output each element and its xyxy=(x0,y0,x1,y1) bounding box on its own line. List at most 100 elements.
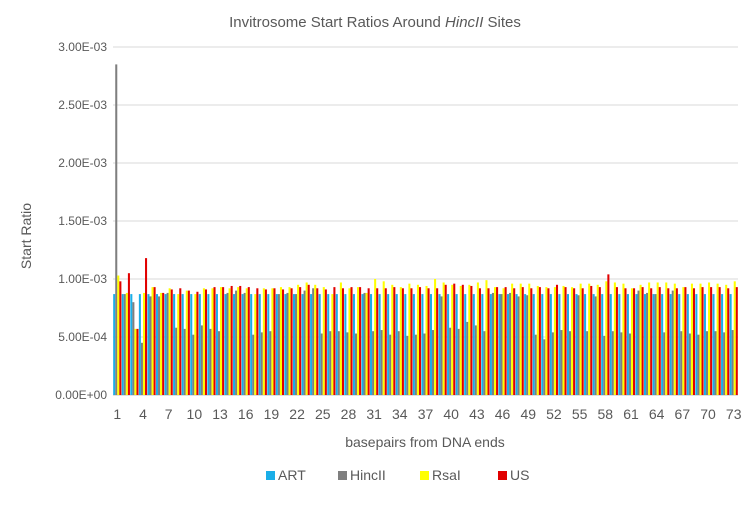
bar-rsai-28 xyxy=(348,288,351,395)
bar-us-9 xyxy=(187,290,190,395)
bar-hincii-25 xyxy=(320,333,323,395)
bar-hincii-61 xyxy=(628,333,631,395)
bar-art-58 xyxy=(601,294,604,395)
bar-us-41 xyxy=(461,284,464,395)
bar-hincii-4 xyxy=(140,342,143,395)
bar-hincii-21 xyxy=(286,292,289,395)
bar-hincii-34 xyxy=(397,331,400,395)
bar-art-38 xyxy=(429,294,432,395)
bar-hincii-72 xyxy=(723,332,726,395)
bar-rsai-44 xyxy=(485,280,488,395)
legend-item-art: ART xyxy=(266,467,306,483)
bar-hincii-64 xyxy=(654,294,657,395)
bar-hincii-40 xyxy=(449,327,452,395)
bar-rsai-21 xyxy=(288,287,291,395)
bar-rsai-57 xyxy=(596,284,599,395)
bar-art-37 xyxy=(421,294,424,395)
bar-hincii-49 xyxy=(526,295,529,395)
bar-rsai-53 xyxy=(562,285,565,395)
bar-rsai-9 xyxy=(185,290,188,395)
x-tick-label: 16 xyxy=(238,406,254,422)
bar-hincii-53 xyxy=(560,330,563,395)
legend-item-us: US xyxy=(498,467,529,483)
bar-us-1 xyxy=(119,281,122,395)
bar-us-66 xyxy=(675,288,678,395)
bar-art-64 xyxy=(652,294,655,395)
x-tick-label: 67 xyxy=(675,406,691,422)
legend-swatch xyxy=(266,471,275,480)
bar-rsai-56 xyxy=(588,283,591,395)
bar-us-29 xyxy=(359,287,362,395)
bar-rsai-1 xyxy=(117,275,120,395)
bar-hincii-59 xyxy=(611,331,614,395)
bar-us-67 xyxy=(684,287,687,395)
bar-hincii-9 xyxy=(183,328,186,395)
x-tick-label: 70 xyxy=(700,406,716,422)
bar-rsai-47 xyxy=(511,283,514,395)
bar-hincii-27 xyxy=(337,331,340,395)
bar-art-28 xyxy=(344,294,347,395)
bar-us-8 xyxy=(179,288,182,395)
bar-us-63 xyxy=(650,288,653,395)
x-axis-title: basepairs from DNA ends xyxy=(345,434,505,450)
bar-hincii-68 xyxy=(688,333,691,395)
bar-art-40 xyxy=(447,294,450,395)
bar-hincii-67 xyxy=(680,331,683,395)
x-tick-label: 31 xyxy=(366,406,382,422)
bar-art-72 xyxy=(721,294,724,395)
bar-rsai-51 xyxy=(545,287,548,395)
bar-hincii-1 xyxy=(115,64,118,396)
bar-us-17 xyxy=(256,288,259,395)
bar-rsai-2 xyxy=(125,292,128,395)
bar-rsai-33 xyxy=(391,284,394,395)
y-tick-label: 2.00E-03 xyxy=(58,156,107,170)
y-axis-ticks: 0.00E+00 5.00E-04 1.00E-03 1.50E-03 2.00E-03… xyxy=(55,40,107,402)
bar-hincii-44 xyxy=(483,331,486,395)
bar-us-59 xyxy=(615,287,618,395)
legend-label: RsaI xyxy=(432,467,461,483)
bar-us-58 xyxy=(607,274,610,395)
bar-art-50 xyxy=(532,294,535,395)
bar-us-44 xyxy=(487,288,490,395)
bar-us-30 xyxy=(367,288,370,395)
bar-rsai-24 xyxy=(314,284,317,395)
bar-us-31 xyxy=(376,288,379,395)
bar-hincii-16 xyxy=(243,292,246,395)
bar-rsai-60 xyxy=(622,283,625,395)
x-tick-label: 10 xyxy=(187,406,203,422)
bar-art-10 xyxy=(190,294,193,395)
x-tick-label: 52 xyxy=(546,406,562,422)
bar-hincii-28 xyxy=(346,332,349,395)
bar-us-37 xyxy=(427,288,430,395)
bar-us-21 xyxy=(290,288,293,395)
bar-art-66 xyxy=(669,294,672,395)
bar-hincii-23 xyxy=(303,290,306,395)
x-tick-label: 4 xyxy=(139,406,147,422)
bar-rsai-61 xyxy=(630,288,634,395)
bar-art-21 xyxy=(284,294,287,395)
bar-rsai-34 xyxy=(399,287,402,395)
x-tick-label: 22 xyxy=(289,406,305,422)
bar-hincii-3 xyxy=(132,302,135,395)
bar-hincii-24 xyxy=(312,288,315,395)
bar-hincii-35 xyxy=(406,335,409,395)
bar-hincii-71 xyxy=(714,331,717,395)
bar-art-8 xyxy=(173,294,176,395)
bar-rsai-41 xyxy=(459,285,462,395)
legend-label: ART xyxy=(278,467,306,483)
bar-art-12 xyxy=(207,294,210,395)
bar-us-28 xyxy=(350,287,353,395)
bar-art-55 xyxy=(575,294,578,395)
bar-art-20 xyxy=(275,294,278,395)
bar-hincii-32 xyxy=(380,330,383,395)
bar-art-27 xyxy=(335,294,338,395)
bar-us-48 xyxy=(521,287,524,395)
bar-rsai-52 xyxy=(553,287,556,395)
bar-us-5 xyxy=(153,287,156,395)
bar-rsai-64 xyxy=(656,282,659,395)
bar-us-24 xyxy=(316,288,319,395)
bar-hincii-33 xyxy=(389,334,392,395)
bar-art-16 xyxy=(241,294,244,395)
bar-rsai-7 xyxy=(168,288,171,395)
